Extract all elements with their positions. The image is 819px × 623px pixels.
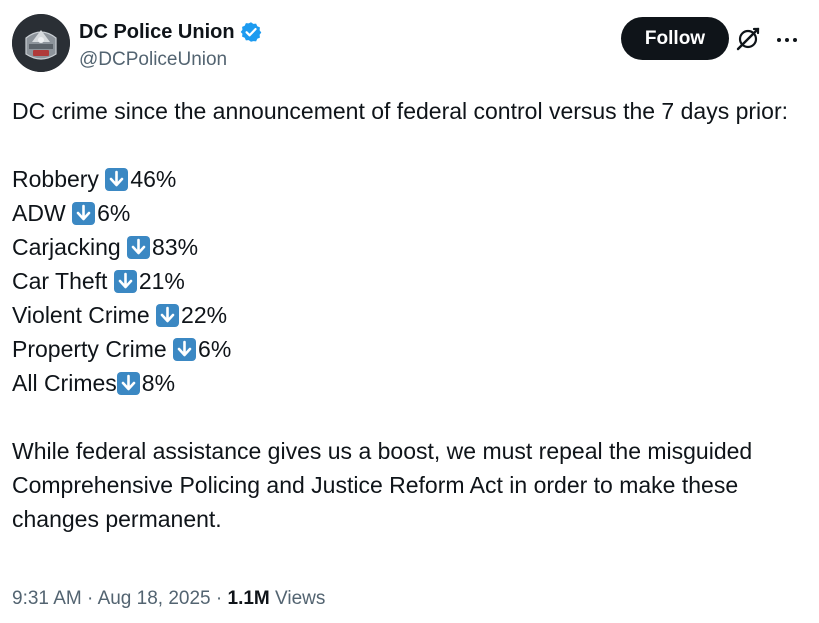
down-arrow-icon	[127, 235, 151, 259]
stat-value: 22%	[181, 302, 228, 328]
display-name-row[interactable]: DC Police Union	[79, 20, 262, 44]
stat-label: Car Theft	[12, 268, 114, 294]
tweet-meta: 9:31 AM · Aug 18, 2025 · 1.1M Views	[12, 586, 325, 612]
avatar[interactable]	[12, 14, 70, 72]
handle[interactable]: @DCPoliceUnion	[79, 49, 228, 70]
more-icon[interactable]	[775, 28, 799, 52]
stat-label: All Crimes	[12, 370, 117, 396]
follow-button[interactable]: Follow	[621, 17, 729, 60]
tweet-header: DC Police Union @DCPoliceUnion Follow	[12, 14, 799, 74]
display-name[interactable]: DC Police Union	[79, 21, 235, 43]
stat-value: 6%	[97, 200, 131, 226]
stat-label: Property Crime	[12, 336, 174, 362]
author-info: DC Police Union @DCPoliceUnion	[79, 20, 262, 72]
verified-badge-icon[interactable]	[240, 21, 262, 43]
stat-row-robbery: Robbery 46%	[12, 162, 792, 196]
stat-label: Violent Crime	[12, 302, 157, 328]
down-arrow-icon	[116, 371, 140, 395]
down-arrow-icon	[156, 303, 180, 327]
police-badge-logo-icon	[12, 14, 70, 72]
stat-row-violent-crime: Violent Crime 22%	[12, 298, 792, 332]
meta-separator: ·	[210, 588, 228, 609]
down-arrow-icon	[105, 167, 129, 191]
crime-stats-list: Robbery 46% ADW 6% Carjacking 83% Car Th…	[12, 162, 792, 400]
stat-value: 21%	[138, 268, 185, 294]
grok-icon[interactable]	[735, 26, 761, 52]
stat-label: ADW	[12, 200, 73, 226]
views-count[interactable]: 1.1M	[227, 588, 270, 609]
stat-label: Robbery	[12, 166, 106, 192]
down-arrow-icon	[72, 201, 96, 225]
stat-row-adw: ADW 6%	[12, 196, 792, 230]
stat-value: 46%	[130, 166, 177, 192]
views-label: Views	[269, 588, 326, 609]
tweet-text: DC crime since the announcement of feder…	[12, 94, 792, 536]
tweet-intro: DC crime since the announcement of feder…	[12, 98, 788, 124]
stat-value: 8%	[141, 370, 176, 396]
stat-value: 83%	[152, 234, 199, 260]
tweet-time[interactable]: 9:31 AM	[12, 588, 82, 609]
stat-row-carjacking: Carjacking 83%	[12, 230, 792, 264]
meta-separator: ·	[81, 588, 98, 609]
tweet-date[interactable]: Aug 18, 2025	[97, 588, 211, 609]
stat-value: 6%	[198, 336, 232, 362]
stat-row-car-theft: Car Theft 21%	[12, 264, 792, 298]
down-arrow-icon	[113, 269, 137, 293]
stat-row-all-crimes: All Crimes 8%	[12, 366, 792, 400]
down-arrow-icon	[173, 337, 197, 361]
stat-row-property-crime: Property Crime 6%	[12, 332, 792, 366]
stat-label: Carjacking	[12, 234, 128, 260]
tweet-closing: While federal assistance gives us a boos…	[12, 438, 753, 532]
